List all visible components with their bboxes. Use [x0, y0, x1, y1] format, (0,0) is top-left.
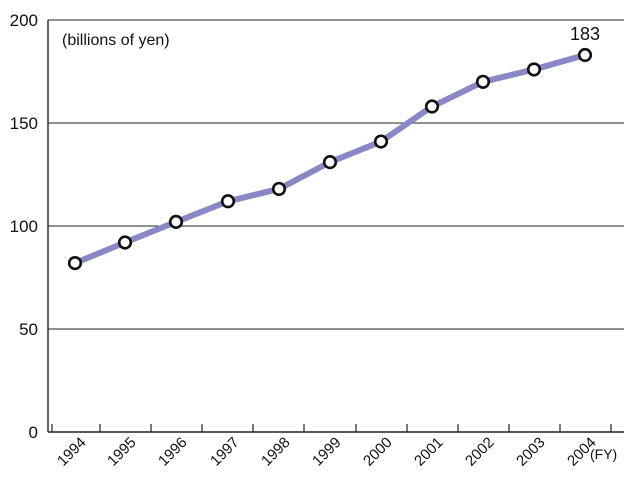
data-point-2003	[526, 62, 542, 77]
grid-layer	[48, 19, 624, 330]
x-tick-label-1994: 1994	[54, 434, 90, 470]
y-tick-label-100: 100	[10, 217, 38, 236]
x-tick-label-2002: 2002	[462, 434, 498, 470]
data-label-2004: 183	[570, 24, 600, 44]
text-layer: 1994 1995 1996 1997 1998 1999 2000 2001 2002 2003…	[54, 24, 617, 470]
y-tick-label-0: 0	[29, 423, 38, 442]
fiscal-year-axis-label: (FY)	[590, 446, 617, 462]
y-tick-label-200: 200	[10, 11, 38, 30]
data-point-1996	[168, 214, 184, 229]
unit-label: (billions of yen)	[62, 32, 170, 49]
data-point-2001	[424, 99, 440, 114]
data-point-1999	[322, 155, 338, 170]
data-point-2002	[475, 74, 491, 89]
x-tick-label-2000: 2000	[360, 434, 396, 470]
data-point-1994	[67, 255, 83, 271]
data-point-1998	[271, 181, 287, 197]
x-tick-label-1998: 1998	[258, 434, 294, 470]
series-layer	[67, 47, 593, 271]
data-point-1997	[220, 194, 236, 209]
x-tick-label-1999: 1999	[309, 434, 345, 470]
x-tick-label-2003: 2003	[513, 434, 549, 470]
axis-layer: 0 50 100 150 200	[10, 11, 624, 442]
x-tick-label-1997: 1997	[207, 434, 243, 470]
x-tick-label-2001: 2001	[411, 434, 447, 470]
x-tick-label-1996: 1996	[155, 434, 191, 470]
data-point-2004	[577, 47, 593, 63]
x-tick-label-1995: 1995	[104, 434, 140, 470]
y-tick-label-50: 50	[19, 320, 38, 339]
data-point-1995	[117, 235, 133, 250]
data-point-2000	[373, 134, 389, 149]
y-tick-label-150: 150	[10, 114, 38, 133]
